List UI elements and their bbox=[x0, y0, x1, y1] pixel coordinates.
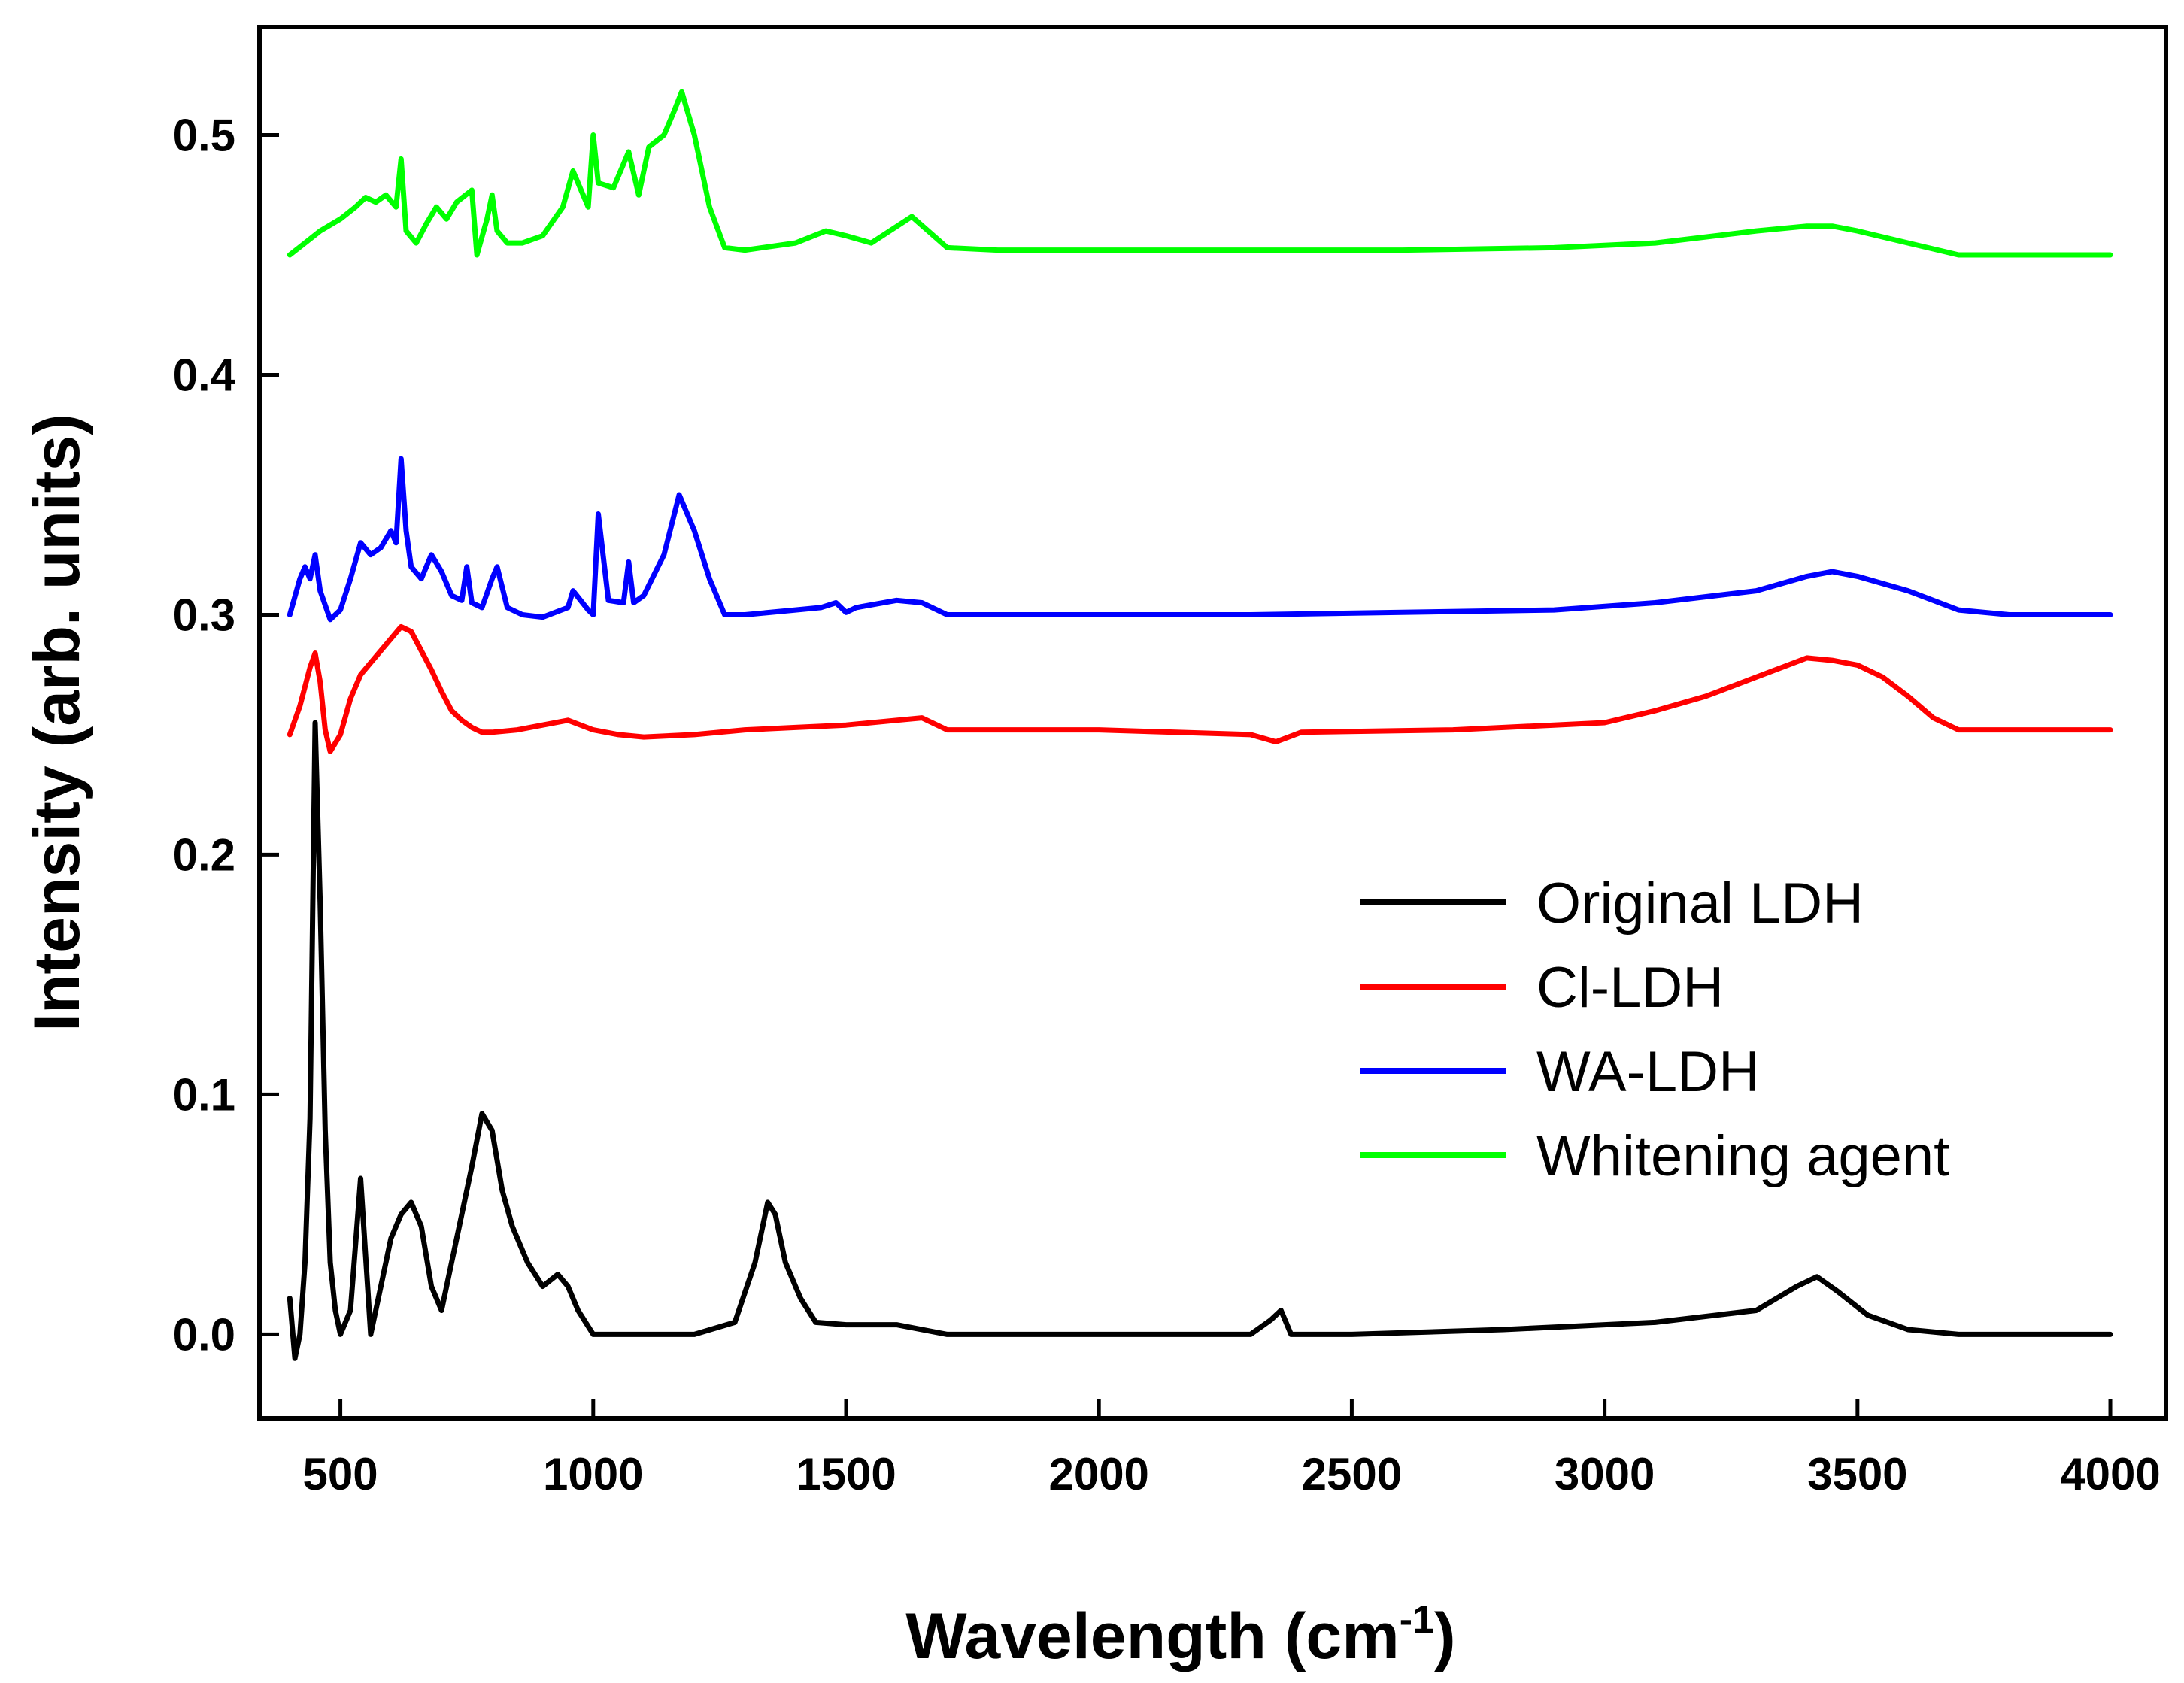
x-tick-label: 500 bbox=[303, 1449, 378, 1500]
series-line-original-ldh bbox=[287, 720, 2113, 1361]
x-tick-label: 1000 bbox=[543, 1449, 643, 1500]
y-axis: 0.0 0.1 0.2 0.3 0.4 0.5 bbox=[173, 111, 279, 1360]
x-axis-title-close: ) bbox=[1434, 1600, 1456, 1672]
y-tick-label: 0.1 bbox=[173, 1069, 235, 1120]
x-tick-label: 2000 bbox=[1048, 1449, 1148, 1500]
legend-label-wa-ldh: WA-LDH bbox=[1536, 1040, 1760, 1104]
x-tick-label: 2500 bbox=[1302, 1449, 1402, 1500]
y-tick-label: 0.3 bbox=[173, 590, 235, 640]
y-tick-label: 0.2 bbox=[173, 829, 235, 880]
y-tick-label: 0.5 bbox=[173, 111, 235, 161]
y-tick-label: 0.0 bbox=[173, 1309, 235, 1360]
series-line-wa-ldh bbox=[287, 456, 2113, 623]
y-tick-label: 0.4 bbox=[173, 350, 236, 401]
legend-label-cl-ldh: Cl-LDH bbox=[1536, 956, 1724, 1020]
series-line-cl-ldh bbox=[287, 623, 2113, 754]
x-axis-title-main: Wavelength (cm bbox=[905, 1600, 1399, 1672]
x-tick-label: 4000 bbox=[2060, 1449, 2160, 1500]
y-axis-title: Intensity (arb. units) bbox=[21, 414, 93, 1032]
x-tick-label: 3500 bbox=[1807, 1449, 1907, 1500]
x-axis-title-superscript: -1 bbox=[1400, 1598, 1434, 1642]
legend-label-original-ldh: Original LDH bbox=[1536, 872, 1864, 936]
x-tick-label: 3000 bbox=[1555, 1449, 1655, 1500]
x-axis-title: Wavelength (cm-1) bbox=[905, 1598, 1455, 1672]
legend-label-whitening-agent: Whitening agent bbox=[1536, 1124, 1949, 1188]
series-line-whitening-agent bbox=[287, 89, 2113, 258]
legend: Original LDH Cl-LDH WA-LDH Whitening age… bbox=[1360, 872, 1949, 1188]
x-tick-label: 1500 bbox=[796, 1449, 896, 1500]
x-axis: 500 1000 1500 2000 2500 3000 3500 4000 bbox=[303, 1399, 2161, 1500]
series-group bbox=[287, 89, 2113, 1361]
